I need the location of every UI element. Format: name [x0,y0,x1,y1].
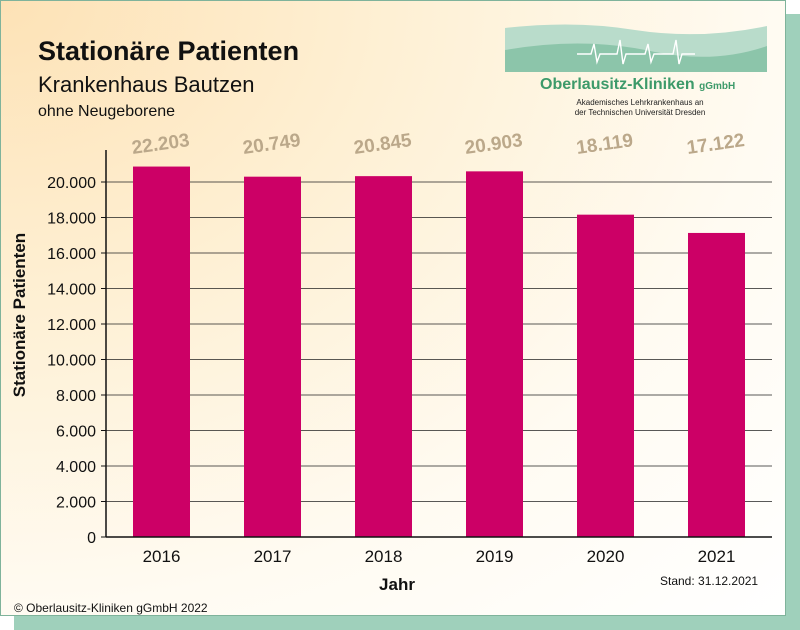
value-label: 20.845 [352,130,413,159]
x-tick-label: 2020 [587,547,625,566]
bar-2021 [688,232,745,537]
x-tick-label: 2019 [476,547,514,566]
value-label: 18.119 [575,130,634,159]
bar-2020 [577,214,634,537]
value-label: 20.903 [463,130,523,159]
value-labels: 22.203 20.749 20.845 20.903 18.119 17.122 [130,130,745,159]
data-date-note: Stand: 31.12.2021 [660,574,759,588]
y-tick-label: 10.000 [47,353,96,370]
bar-2016 [133,166,190,537]
axes [105,150,772,538]
y-tick-label: 4.000 [56,459,96,476]
x-tick-label: 2021 [698,547,736,566]
frame-shadow-bottom [14,616,800,630]
heartbeat-line [577,39,695,65]
x-axis-title: Jahr [379,575,415,594]
bars [133,166,745,538]
y-tick-label: 14.000 [47,282,96,299]
value-label: 22.203 [130,130,190,159]
value-label: 17.122 [685,130,745,159]
x-tick-label: 2017 [254,547,292,566]
y-axis-title: Stationäre Patienten [10,233,29,397]
x-tick-label: 2018 [365,547,403,566]
copyright-note: © Oberlausitz-Kliniken gGmbH 2022 [14,601,208,615]
y-tick-label: 18.000 [47,211,96,228]
frame-shadow-right [786,14,800,630]
y-tick-label: 8.000 [56,388,96,405]
bar-2017 [244,176,301,538]
x-tick-labels: 2016 2017 2018 2019 2020 2021 [143,547,736,566]
y-tick-label: 12.000 [47,317,96,334]
logo-front-hill [505,43,767,72]
y-tick-label: 0 [87,530,96,547]
y-tick-label: 6.000 [56,424,96,441]
bar-2018 [355,176,412,537]
logo-wordmark: Oberlausitz-Kliniken gGmbH [540,76,735,94]
y-tick-labels: 0 2.000 4.000 6.000 8.000 10.000 12.000 14.000 1… [47,175,106,547]
logo-tagline-2: der Technischen Universität Dresden [574,108,706,117]
value-label: 20.749 [241,130,301,159]
chart-title: Stationäre Patienten [38,36,300,66]
logo-banner-graphic [505,24,767,72]
logo-tagline-1: Akademisches Lehrkrankenhaus an [576,98,704,107]
bar-2019 [466,171,523,537]
y-tick-label: 20.000 [47,175,96,192]
gridlines [106,181,772,502]
logo-suffix-text: gGmbH [699,81,736,92]
y-tick-label: 16.000 [47,246,96,263]
chart-subtitle: Krankenhaus Bautzen [38,72,255,97]
x-tick-label: 2016 [143,547,181,566]
logo-name-text: Oberlausitz-Kliniken [540,76,695,93]
chart-note: ohne Neugeborene [38,103,176,120]
y-tick-label: 2.000 [56,495,96,512]
